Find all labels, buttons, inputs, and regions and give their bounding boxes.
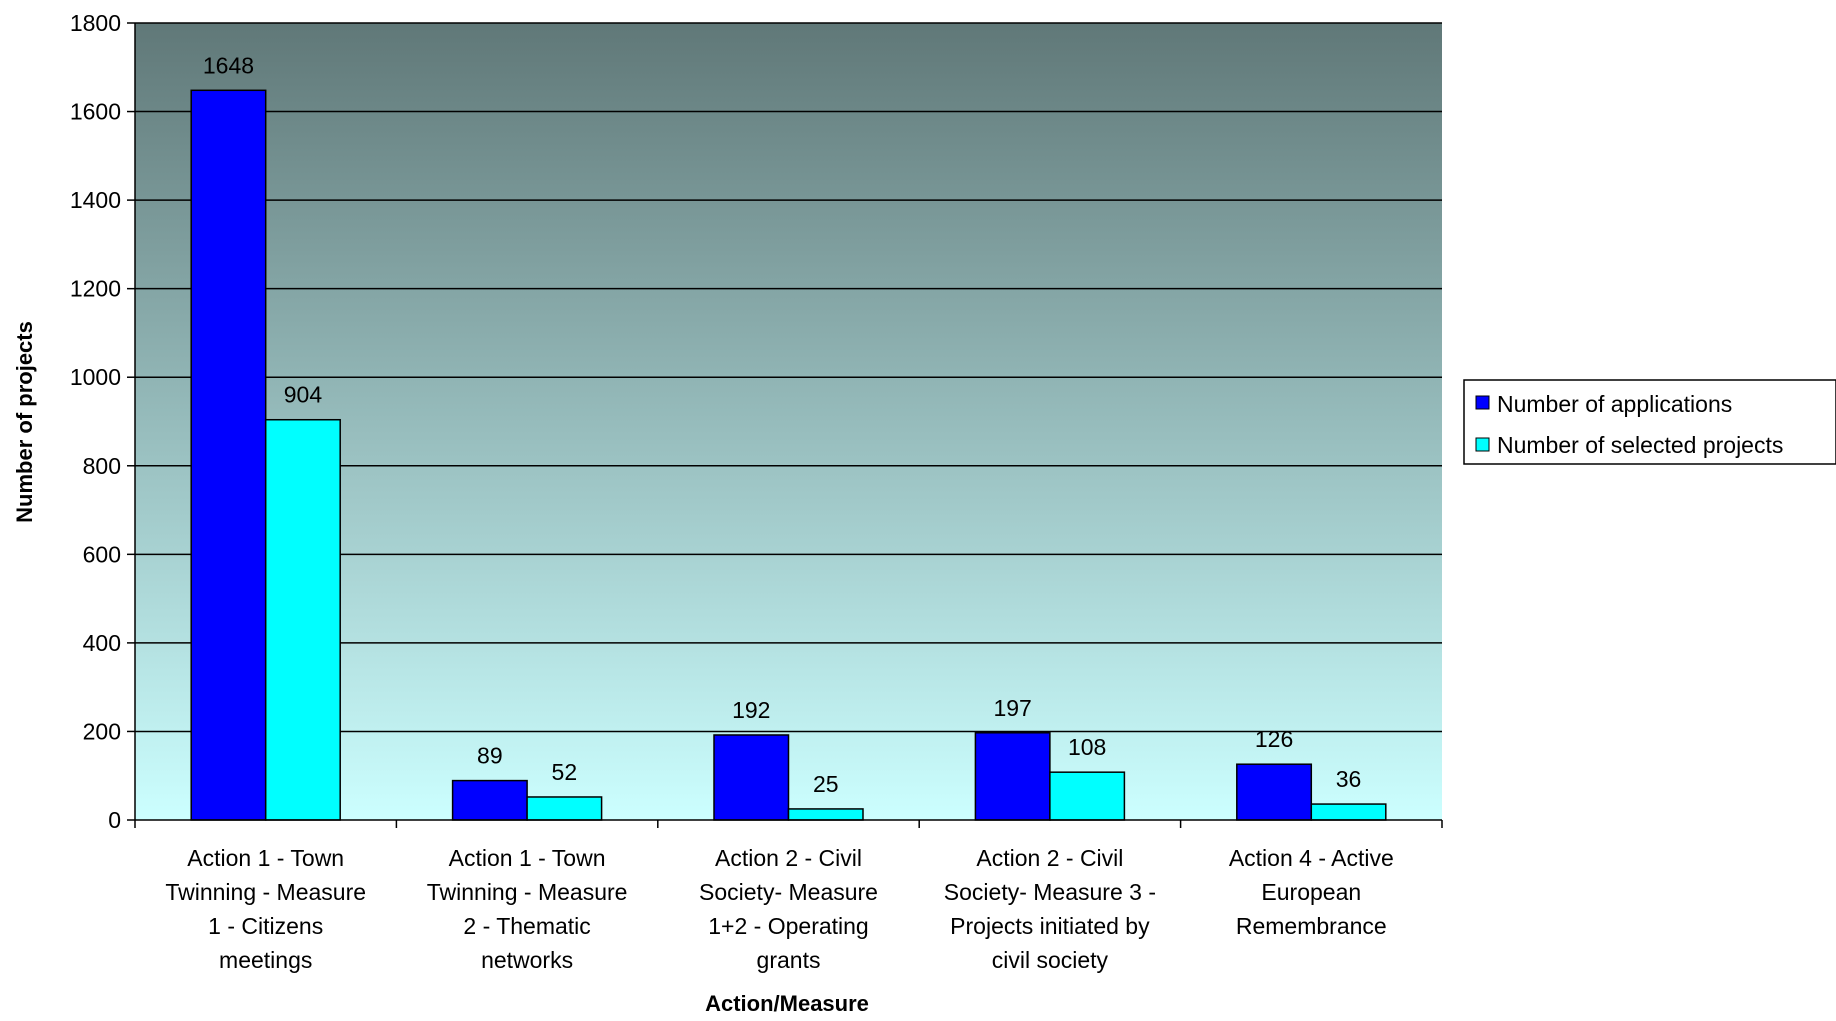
y-tick-label: 1400 <box>70 187 121 213</box>
y-tick-label: 400 <box>83 630 121 656</box>
x-tick-label: Action 2 - Civil Society- Measure 1+2 - Op… <box>699 845 878 973</box>
x-axis-title: Action/Measure <box>705 991 869 1016</box>
bar-applications <box>1236 763 1313 821</box>
bar-selected <box>1310 803 1387 821</box>
y-tick-label: 1000 <box>70 364 121 390</box>
data-label: 52 <box>552 759 578 785</box>
gridlines <box>135 22 1442 733</box>
y-tick-label: 0 <box>108 807 121 833</box>
data-label: 904 <box>284 382 323 408</box>
bar-selected <box>787 808 864 821</box>
x-tick-label: Action 2 - Civil Society- Measure 3 -Proj… <box>944 845 1156 973</box>
legend-label-selected: Number of selected projects <box>1497 432 1783 458</box>
y-tick-label: 600 <box>83 541 121 567</box>
bar-applications <box>713 734 790 821</box>
bars <box>190 89 1387 821</box>
bar-applications <box>190 89 267 821</box>
bar-selected <box>526 796 603 821</box>
y-tick-label: 800 <box>83 453 121 479</box>
y-tick-label: 1200 <box>70 276 121 302</box>
data-label: 25 <box>813 771 839 797</box>
legend-box <box>1463 379 1836 465</box>
data-label: 89 <box>477 743 503 769</box>
bar-selected <box>264 418 341 821</box>
x-tick-label: Action 1 - Town Twinning - Measure 1 - Cit… <box>165 845 366 973</box>
data-label: 192 <box>732 697 770 723</box>
axes: 0 200 400 600 800 1000 1200 1400 1600 1800 Action … <box>70 10 1443 973</box>
x-tick-label: Action 1 - Town Twinning - Measure 2 - The… <box>427 845 628 973</box>
bar-applications <box>974 732 1051 821</box>
y-tick-label: 1800 <box>70 10 121 36</box>
data-label: 36 <box>1336 766 1362 792</box>
legend-swatch-applications <box>1475 395 1490 410</box>
y-tick-label: 200 <box>83 718 121 744</box>
plot-area <box>135 23 1442 820</box>
bar-applications <box>451 779 528 821</box>
data-label: 197 <box>993 695 1031 721</box>
legend-label-applications: Number of applications <box>1497 391 1732 417</box>
legend-swatch-selected <box>1475 437 1490 452</box>
data-label: 126 <box>1255 726 1293 752</box>
data-label: 108 <box>1068 734 1106 760</box>
y-axis-title: Number of projects <box>12 321 37 523</box>
bar-selected <box>1049 771 1126 821</box>
legend: Number of applications Number of selecte… <box>1463 379 1836 465</box>
y-tick-label: 1600 <box>70 99 121 125</box>
x-tick-label: Action 4 - Active European Remembrance <box>1229 845 1394 939</box>
data-labels: 1648 904 89 52 192 25 197 108 126 36 <box>203 52 1361 797</box>
data-label: 1648 <box>203 52 254 78</box>
